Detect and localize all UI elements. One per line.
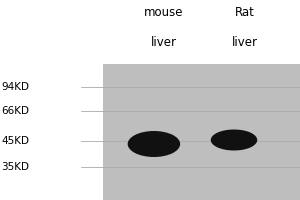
Text: Rat: Rat xyxy=(235,6,254,19)
Text: 35KD: 35KD xyxy=(2,162,29,172)
Text: mouse: mouse xyxy=(144,6,183,19)
Text: liver: liver xyxy=(232,36,257,49)
Text: liver: liver xyxy=(151,36,176,49)
Ellipse shape xyxy=(211,130,257,150)
Text: 45KD: 45KD xyxy=(2,136,29,146)
Bar xyxy=(103,64,300,200)
Ellipse shape xyxy=(128,131,180,157)
Text: 94KD: 94KD xyxy=(2,82,29,92)
Text: 66KD: 66KD xyxy=(2,106,29,116)
